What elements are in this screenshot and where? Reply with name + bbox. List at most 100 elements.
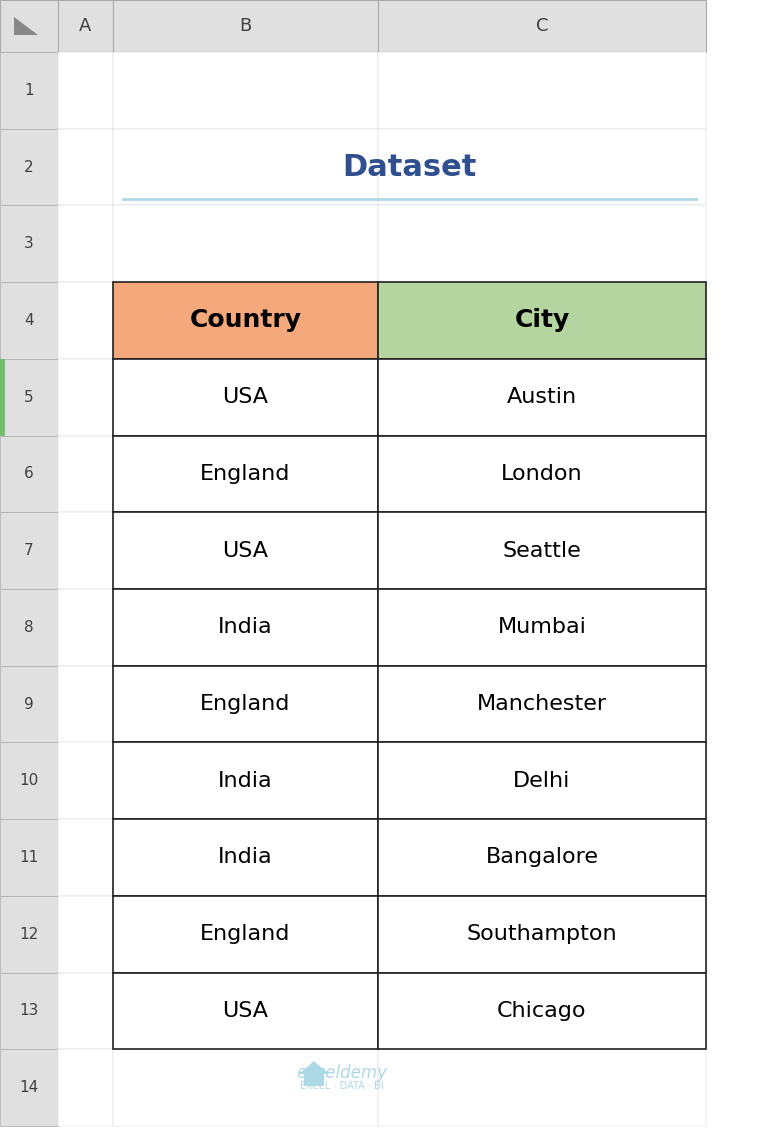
Text: India: India	[218, 617, 273, 638]
Bar	[0, 896, 58, 972]
Bar	[0, 819, 58, 896]
Text: England: England	[200, 694, 290, 714]
Bar	[58, 0, 113, 52]
Bar	[113, 205, 378, 282]
Text: B: B	[240, 17, 252, 35]
Bar	[378, 972, 706, 1050]
Bar	[58, 819, 113, 896]
Bar	[378, 589, 706, 665]
Bar	[378, 359, 706, 436]
Bar	[58, 512, 113, 589]
Bar	[0, 743, 58, 819]
Bar	[113, 282, 378, 359]
Bar	[58, 129, 113, 205]
Text: England: England	[200, 924, 290, 945]
Bar	[378, 665, 706, 743]
Bar	[113, 359, 378, 436]
Bar	[113, 436, 378, 512]
Text: 4: 4	[24, 313, 34, 327]
Bar	[378, 436, 706, 512]
Bar	[378, 589, 706, 665]
Bar	[58, 436, 113, 512]
Bar	[113, 665, 378, 743]
Text: England: England	[200, 464, 290, 484]
Text: City: City	[515, 308, 570, 332]
Bar	[0, 665, 58, 743]
Bar	[378, 665, 706, 743]
Bar	[58, 1050, 113, 1126]
Bar	[58, 589, 113, 665]
Bar	[113, 743, 378, 819]
Bar	[113, 52, 378, 129]
Text: 3: 3	[24, 236, 34, 251]
Text: Country: Country	[190, 308, 302, 332]
Text: USA: USA	[223, 387, 269, 407]
Polygon shape	[299, 1061, 329, 1074]
Bar	[113, 972, 378, 1050]
Bar	[58, 52, 113, 129]
Bar	[113, 359, 378, 436]
Bar	[113, 589, 378, 665]
Text: C: C	[536, 17, 548, 35]
Text: 14: 14	[19, 1081, 38, 1095]
Bar	[113, 743, 378, 819]
Text: India: India	[218, 848, 273, 867]
Bar	[0, 0, 58, 52]
Bar	[0, 972, 58, 1050]
Text: Chicago: Chicago	[497, 1001, 587, 1021]
Text: Manchester: Manchester	[477, 694, 607, 714]
Bar	[378, 436, 706, 512]
Bar	[378, 205, 706, 282]
Bar	[0, 359, 5, 436]
Bar	[378, 129, 706, 205]
Bar	[58, 743, 113, 819]
Bar	[378, 819, 706, 896]
Bar	[378, 819, 706, 896]
Bar	[378, 359, 706, 436]
Text: EXCEL · DATA · BI: EXCEL · DATA · BI	[300, 1081, 384, 1091]
Bar	[113, 896, 378, 972]
Bar	[378, 743, 706, 819]
Text: 9: 9	[24, 696, 34, 712]
Text: USA: USA	[223, 541, 269, 560]
Text: 8: 8	[24, 620, 34, 634]
Text: 13: 13	[19, 1003, 38, 1019]
Text: 10: 10	[19, 774, 38, 788]
Bar	[378, 0, 706, 52]
Text: Austin: Austin	[507, 387, 577, 407]
Text: India: India	[218, 771, 273, 791]
Bar	[113, 129, 378, 205]
Bar	[113, 589, 378, 665]
Bar	[58, 205, 113, 282]
Text: 7: 7	[24, 543, 34, 558]
Bar	[58, 896, 113, 972]
Text: 12: 12	[19, 926, 38, 941]
Bar	[0, 129, 58, 205]
Bar	[0, 282, 58, 359]
Text: USA: USA	[223, 1001, 269, 1021]
Bar	[113, 1050, 378, 1126]
Text: 5: 5	[24, 390, 34, 405]
Bar	[0, 205, 58, 282]
Bar	[113, 436, 378, 512]
Bar	[0, 436, 58, 512]
Bar	[378, 1050, 706, 1126]
Text: Dataset: Dataset	[343, 153, 477, 181]
Bar	[0, 512, 58, 589]
Bar	[0, 359, 58, 436]
Bar	[378, 512, 706, 589]
Bar	[0, 589, 58, 665]
Bar	[113, 972, 378, 1050]
Bar	[0, 1050, 58, 1126]
Text: Seattle: Seattle	[502, 541, 581, 560]
Text: 6: 6	[24, 467, 34, 482]
Bar	[58, 359, 113, 436]
Text: London: London	[502, 464, 583, 484]
Bar	[113, 0, 378, 52]
Bar	[378, 282, 706, 359]
Bar	[378, 972, 706, 1050]
Bar	[113, 665, 378, 743]
Bar	[304, 1074, 324, 1086]
Bar	[58, 282, 113, 359]
Bar	[378, 743, 706, 819]
